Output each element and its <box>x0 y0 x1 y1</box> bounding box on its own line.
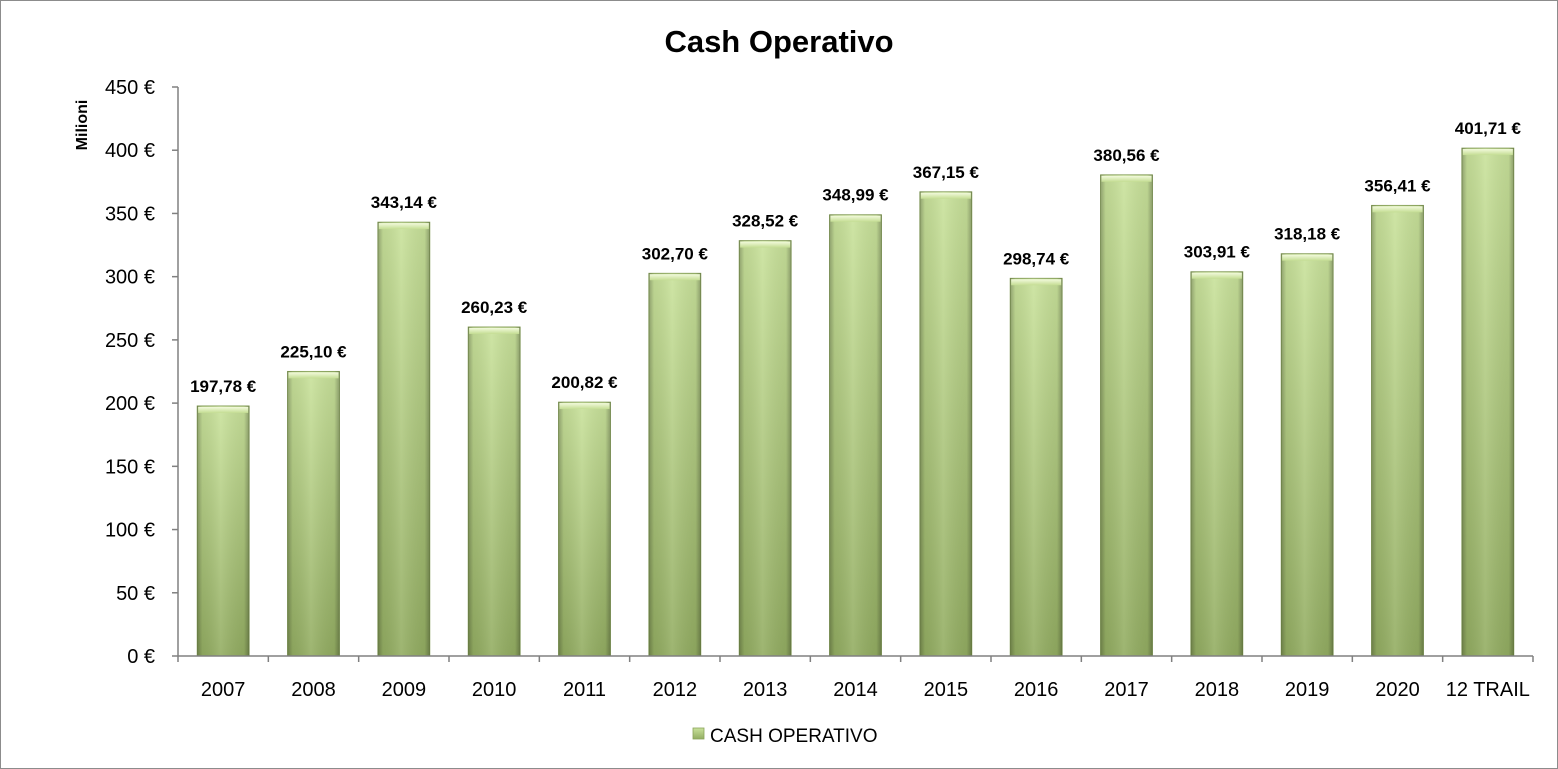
y-axis-ticks: 0 € 50 € 100 € 150 € 200 € 250 € 300 € 350 € 400… <box>105 77 178 668</box>
y-tick-label: 150 € <box>105 456 155 478</box>
bar-shade <box>468 326 521 656</box>
bar-shade <box>1010 278 1063 656</box>
bar-shade <box>648 273 701 656</box>
x-tick-label: 2020 <box>1375 679 1420 701</box>
bar-shade <box>829 214 882 656</box>
y-tick-label: 250 € <box>105 330 155 352</box>
bar-bevel <box>740 241 791 248</box>
bar <box>196 405 250 657</box>
data-label: 343,14 € <box>371 193 438 212</box>
bar-bevel <box>1011 279 1062 286</box>
bar <box>287 370 340 657</box>
bar <box>377 221 431 657</box>
bar <box>1280 253 1334 657</box>
data-label: 328,52 € <box>732 212 799 231</box>
data-label: 380,56 € <box>1093 146 1160 165</box>
legend-label: CASH OPERATIVO <box>710 726 878 747</box>
bar-bevel <box>649 274 700 281</box>
data-label: 367,15 € <box>913 163 980 182</box>
bar-shade <box>739 240 792 656</box>
bar-shade <box>1100 174 1153 656</box>
y-tick-label: 450 € <box>105 77 155 99</box>
x-tick-label: 2012 <box>653 679 698 701</box>
bar <box>829 214 882 657</box>
y-axis-label: Milioni <box>74 100 91 151</box>
x-tick-label: 2011 <box>563 679 606 701</box>
bar <box>1100 174 1153 657</box>
data-label: 298,74 € <box>1003 249 1070 268</box>
bar-bevel <box>198 406 249 413</box>
bar-shade <box>197 405 250 656</box>
bar-bevel <box>1191 272 1242 279</box>
y-tick-label: 400 € <box>105 140 155 162</box>
y-tick-label: 0 € <box>127 646 155 668</box>
bar-bevel <box>1372 206 1423 213</box>
x-tick-label: 2010 <box>472 679 517 701</box>
bar-bevel <box>469 327 520 334</box>
bar <box>1461 147 1515 657</box>
y-tick-label: 300 € <box>105 267 155 289</box>
x-axis-ticks: 2007 2008 2009 2010 2011 2012 2013 2014 2015 2016… <box>177 656 1534 701</box>
bar <box>738 240 792 657</box>
bar <box>919 191 973 657</box>
bar-bevel <box>1282 254 1333 261</box>
bar-bevel <box>1462 149 1513 156</box>
y-tick-label: 100 € <box>105 520 155 542</box>
data-label: 356,41 € <box>1364 176 1431 195</box>
bar-shade <box>1190 271 1243 656</box>
data-label: 401,71 € <box>1455 119 1522 138</box>
bar <box>1190 271 1244 657</box>
x-tick-label: 12 TRAIL <box>1446 679 1530 701</box>
data-label: 260,23 € <box>461 298 528 317</box>
bar <box>648 272 702 657</box>
data-label: 225,10 € <box>280 342 347 361</box>
y-tick-label: 200 € <box>105 393 155 415</box>
bar <box>1009 277 1063 657</box>
x-tick-label: 2008 <box>291 679 336 701</box>
bar <box>1371 204 1424 657</box>
bar-bevel <box>288 372 339 379</box>
bar <box>467 326 521 657</box>
bar-shade <box>1281 253 1334 656</box>
bar-bevel <box>1101 175 1152 182</box>
bars <box>196 147 1515 657</box>
x-tick-label: 2013 <box>743 679 788 701</box>
data-label: 200,82 € <box>551 373 618 392</box>
bar-shade <box>558 402 611 656</box>
x-tick-label: 2016 <box>1014 679 1059 701</box>
bar-shade <box>377 222 430 656</box>
data-labels: 197,78 € 225,10 € 343,14 € 260,23 € 200,82 €… <box>190 119 1521 396</box>
x-tick-label: 2015 <box>924 679 969 701</box>
data-label: 348,99 € <box>822 186 889 205</box>
legend-swatch <box>692 727 705 740</box>
legend: CASH OPERATIVO <box>692 726 878 747</box>
bar-shade <box>1461 148 1514 656</box>
x-tick-label: 2014 <box>833 679 878 701</box>
bar-bevel <box>378 223 429 230</box>
x-tick-label: 2018 <box>1195 679 1240 701</box>
x-tick-label: 2007 <box>201 679 246 701</box>
bar-shade <box>919 191 972 656</box>
x-tick-label: 2017 <box>1104 679 1149 701</box>
bar-bevel <box>920 192 971 199</box>
x-tick-label: 2019 <box>1285 679 1330 701</box>
bar-shade <box>287 371 340 656</box>
data-label: 302,70 € <box>642 244 709 263</box>
data-label: 318,18 € <box>1274 225 1341 244</box>
y-tick-label: 350 € <box>105 203 155 225</box>
data-label: 303,91 € <box>1184 243 1251 262</box>
x-tick-label: 2009 <box>382 679 427 701</box>
chart-title: Cash Operativo <box>664 24 893 59</box>
y-tick-label: 50 € <box>116 583 155 605</box>
data-label: 197,78 € <box>190 377 257 396</box>
bar-shade <box>1371 205 1424 656</box>
bar <box>558 401 611 657</box>
bar-bevel <box>559 403 610 410</box>
bar-bevel <box>830 215 881 222</box>
